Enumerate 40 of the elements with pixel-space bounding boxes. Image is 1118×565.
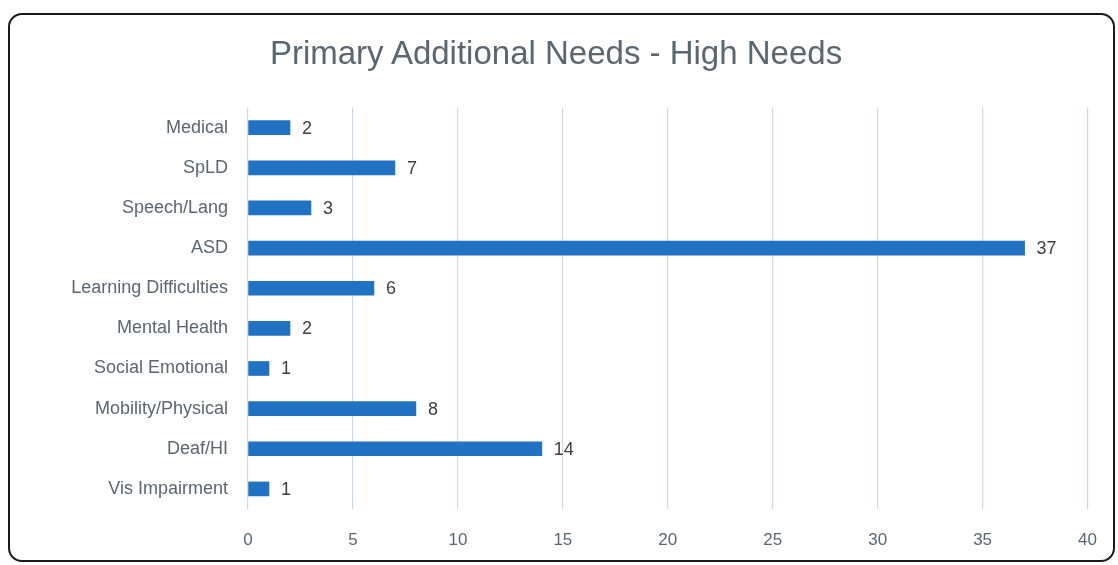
y-tick-label: Speech/Lang — [121, 196, 228, 217]
bar — [248, 441, 543, 457]
data-label: 37 — [1036, 238, 1057, 259]
data-label: 1 — [280, 358, 291, 379]
x-tick-label: 20 — [658, 529, 678, 549]
y-tick-label: ASD — [190, 237, 228, 258]
data-label: 6 — [385, 278, 396, 299]
y-tick-label: Social Emotional — [93, 357, 228, 378]
y-tick-label: Mental Health — [116, 317, 228, 338]
y-tick-label: Medical — [165, 116, 228, 137]
data-label: 8 — [427, 398, 438, 419]
data-label: 2 — [301, 117, 312, 138]
bar — [248, 200, 312, 216]
x-tick-label: 0 — [243, 529, 253, 549]
y-tick-label: Deaf/HI — [166, 437, 228, 458]
x-tick-label: 30 — [868, 529, 888, 549]
bar — [248, 401, 417, 416]
bar — [248, 280, 375, 296]
y-tick-label: Mobility/Physical — [94, 397, 228, 418]
x-tick-label: 5 — [348, 529, 358, 549]
x-tick-label: 15 — [553, 529, 573, 549]
data-label: 7 — [406, 157, 417, 178]
bar — [248, 160, 396, 176]
y-tick-label: Vis Impairment — [108, 477, 228, 498]
bar — [248, 481, 270, 497]
bar — [248, 361, 270, 376]
x-tick-label: 40 — [1078, 529, 1098, 549]
x-tick-label: 10 — [448, 529, 468, 549]
y-tick-label: SpLD — [182, 156, 228, 177]
x-tick-label: 25 — [763, 529, 783, 549]
data-label: 2 — [301, 318, 312, 339]
x-tick-label: 35 — [973, 529, 993, 549]
y-tick-label: Learning Difficulties — [71, 277, 228, 298]
data-label: 14 — [553, 438, 574, 459]
bar — [248, 240, 1025, 256]
bar — [248, 120, 291, 135]
bar — [248, 321, 291, 336]
chart-title: Primary Additional Needs - High Needs — [269, 33, 843, 71]
data-label: 3 — [322, 197, 333, 218]
data-label: 1 — [280, 478, 291, 499]
